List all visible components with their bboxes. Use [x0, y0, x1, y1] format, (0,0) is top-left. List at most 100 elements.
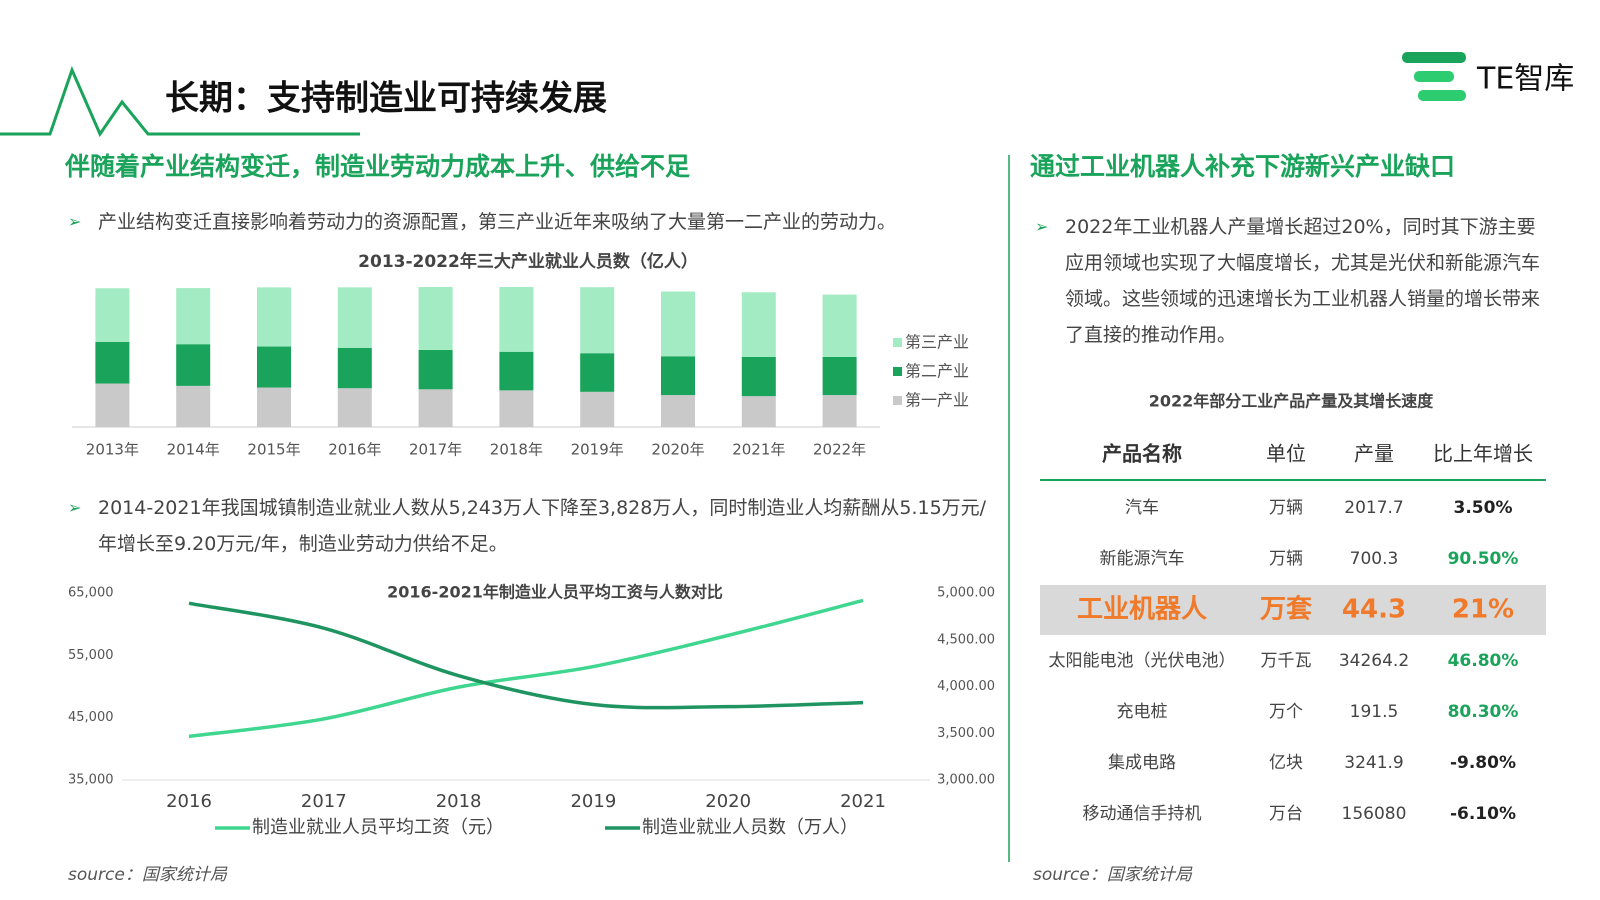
legend-swatch: [893, 396, 902, 405]
table-cell: 3.50%: [1454, 498, 1513, 518]
y-tick-label: 45,000: [68, 710, 114, 725]
table-cell: 太阳能电池（光伏电池）: [1049, 651, 1236, 671]
page-title: 长期：支持制造业可持续发展: [165, 79, 607, 119]
source: source：国家统计局: [68, 865, 228, 885]
table-cell: 191.5: [1350, 702, 1399, 722]
bar-segment: [95, 288, 130, 342]
bar-segment: [176, 344, 211, 386]
table-title: 2022年部分工业产品产量及其增长速度: [1149, 392, 1435, 411]
source: source：国家统计局: [1033, 865, 1193, 885]
bar-segment: [580, 391, 615, 427]
table-cell: 万个: [1269, 702, 1303, 722]
y-tick-label: 55,000: [68, 648, 114, 663]
y2-tick-label: 4,000.00: [937, 679, 995, 694]
bar-segment: [95, 341, 130, 384]
bar-segment: [741, 396, 776, 427]
bullet-text: 2014-2021年我国城镇制造业就业人数从5,243万人下降至3,828万人，…: [68, 490, 998, 562]
bar-segment: [661, 356, 695, 396]
x-tick-label: 2017: [301, 791, 347, 812]
table-header: 产品名称: [1102, 442, 1182, 466]
table-cell: 46.80%: [1448, 651, 1519, 671]
chart-title: 2016-2021年制造业人员平均工资与人数对比: [387, 583, 723, 602]
legend-label: 第一产业: [905, 391, 969, 410]
x-tick-label: 2013年: [86, 441, 139, 459]
section-heading: 伴随着产业结构变迁，制造业劳动力成本上升、供给不足: [64, 152, 690, 181]
table-cell: 充电桩: [1117, 702, 1168, 722]
bar-segment: [257, 387, 291, 427]
bar-segment: [499, 390, 534, 427]
x-tick-label: 2018: [436, 791, 482, 812]
table-cell: 34264.2: [1339, 651, 1409, 671]
x-tick-label: 2016年: [328, 441, 381, 459]
bar-segment: [580, 353, 615, 392]
legend-label: 第二产业: [905, 362, 969, 381]
table-cell: 80.30%: [1448, 702, 1519, 722]
bar-segment: [822, 294, 857, 357]
table-cell: 集成电路: [1108, 753, 1176, 773]
table-cell: 万千瓦: [1261, 651, 1312, 671]
y-tick-label: 65,000: [68, 586, 114, 601]
bar-segment: [337, 347, 372, 389]
bar-segment: [176, 288, 211, 345]
logo-bar: [1418, 90, 1466, 101]
y-tick-label: 35,000: [68, 773, 114, 788]
legend-label: 制造业就业人员平均工资（元）: [252, 817, 504, 838]
table-cell: 700.3: [1350, 549, 1399, 569]
x-tick-label: 2019: [570, 791, 616, 812]
logo-bar: [1402, 52, 1466, 63]
table-cell: 汽车: [1125, 498, 1159, 518]
table-cell: 万辆: [1269, 498, 1303, 518]
x-tick-label: 2021: [840, 791, 886, 812]
table-cell: 90.50%: [1448, 549, 1519, 569]
legend-swatch: [893, 367, 902, 376]
table-cell: -9.80%: [1450, 753, 1516, 773]
bar-segment: [418, 349, 453, 390]
bar-segment: [741, 357, 776, 397]
x-tick-label: 2022年: [813, 441, 866, 459]
x-tick-label: 2018年: [490, 441, 543, 459]
x-tick-label: 2020: [705, 791, 751, 812]
legend-swatch: [893, 338, 902, 347]
x-tick-label: 2015年: [247, 441, 300, 459]
header-decoration: [0, 65, 360, 138]
bar-segment: [661, 291, 695, 357]
x-tick-label: 2014年: [167, 441, 220, 459]
table-header: 产量: [1354, 442, 1394, 466]
section-heading: 通过工业机器人补充下游新兴产业缺口: [1030, 152, 1455, 181]
logo-bar: [1414, 71, 1454, 82]
table-cell: 亿块: [1269, 753, 1303, 773]
legend-label: 第三产业: [905, 333, 969, 352]
line-series: [188, 601, 864, 710]
bar-segment: [822, 395, 857, 427]
table-cell: 3241.9: [1344, 753, 1403, 773]
bar-segment: [499, 351, 534, 391]
y2-tick-label: 3,000.00: [937, 773, 995, 788]
y2-tick-label: 5,000.00: [937, 586, 995, 601]
chart-title: 2013-2022年三大产业就业人员数（亿人）: [358, 251, 698, 272]
bar-segment: [176, 385, 211, 427]
bar-segment: [418, 389, 453, 427]
bar-segment: [257, 346, 291, 388]
line-series: [188, 598, 864, 739]
y2-tick-label: 4,500.00: [937, 632, 995, 647]
logo-text: TE智库: [1476, 62, 1574, 97]
bar-segment: [337, 287, 372, 348]
bar-segment: [95, 383, 130, 427]
table-cell: 新能源汽车: [1100, 549, 1185, 569]
x-tick-label: 2021年: [732, 441, 785, 459]
x-tick-label: 2016: [166, 791, 212, 812]
table-cell: -6.10%: [1450, 804, 1516, 824]
table-header: 比上年增长: [1433, 442, 1533, 466]
table-header: 单位: [1266, 442, 1306, 466]
legend-label: 制造业就业人员数（万人）: [642, 817, 858, 838]
table-cell: 156080: [1342, 804, 1407, 824]
table-cell: 2017.7: [1344, 498, 1403, 518]
bar-segment: [418, 287, 453, 350]
y2-tick-label: 3,500.00: [937, 726, 995, 741]
table-cell: 工业机器人: [1077, 595, 1207, 625]
highlight-row: [1040, 585, 1546, 635]
bullet-text: 2022年工业机器人产量增长超过20%，同时其下游主要应用领域也实现了大幅度增长…: [1035, 209, 1545, 353]
